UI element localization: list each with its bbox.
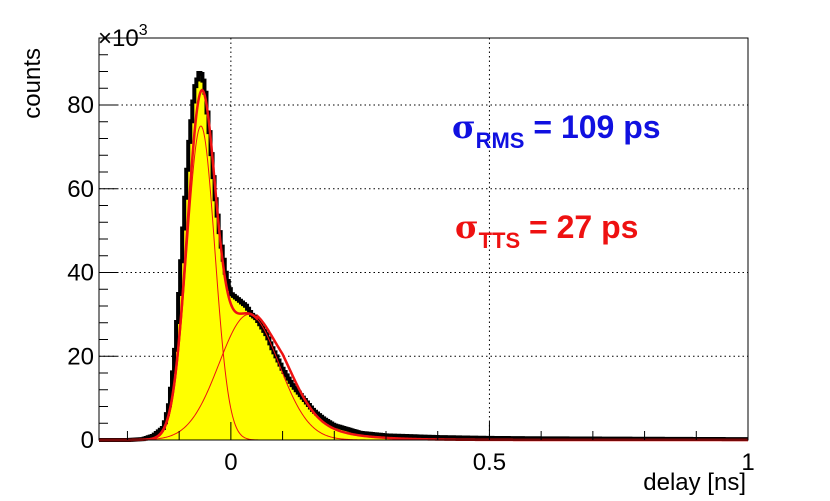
y-tick-label: 60 (67, 176, 94, 203)
y-axis-label: counts (19, 48, 46, 119)
sigma-rms-annotation: σRMS = 109 ps (452, 108, 661, 153)
sigma-rms-value: = 109 ps (524, 109, 660, 145)
y-multiplier-base: ×10 (98, 25, 139, 52)
sigma-tts-subscript: TTS (479, 228, 521, 253)
axis-ticks (99, 37, 749, 441)
sigma-tts-value: = 27 ps (520, 209, 638, 245)
sigma-rms-subscript: RMS (476, 128, 525, 153)
y-tick-label: 80 (67, 92, 94, 119)
sigma-rms-symbol: σ (452, 108, 476, 146)
y-tick-label: 0 (81, 427, 94, 454)
x-tick-label: 0.5 (473, 449, 506, 476)
y-tick-label: 40 (67, 260, 94, 287)
sigma-tts-symbol: σ (455, 208, 479, 246)
tick-labels: 0 0.5 1 0 20 40 60 80 (67, 92, 754, 476)
y-multiplier-exponent: 3 (139, 22, 148, 39)
x-tick-label: 1 (741, 449, 754, 476)
histogram-fill (99, 72, 748, 440)
y-tick-label: 20 (67, 343, 94, 370)
sigma-tts-annotation: σTTS = 27 ps (455, 208, 638, 253)
y-multiplier: ×103 (98, 22, 148, 52)
x-axis-label: delay [ns] (643, 469, 746, 496)
x-tick-label: 0 (224, 449, 237, 476)
